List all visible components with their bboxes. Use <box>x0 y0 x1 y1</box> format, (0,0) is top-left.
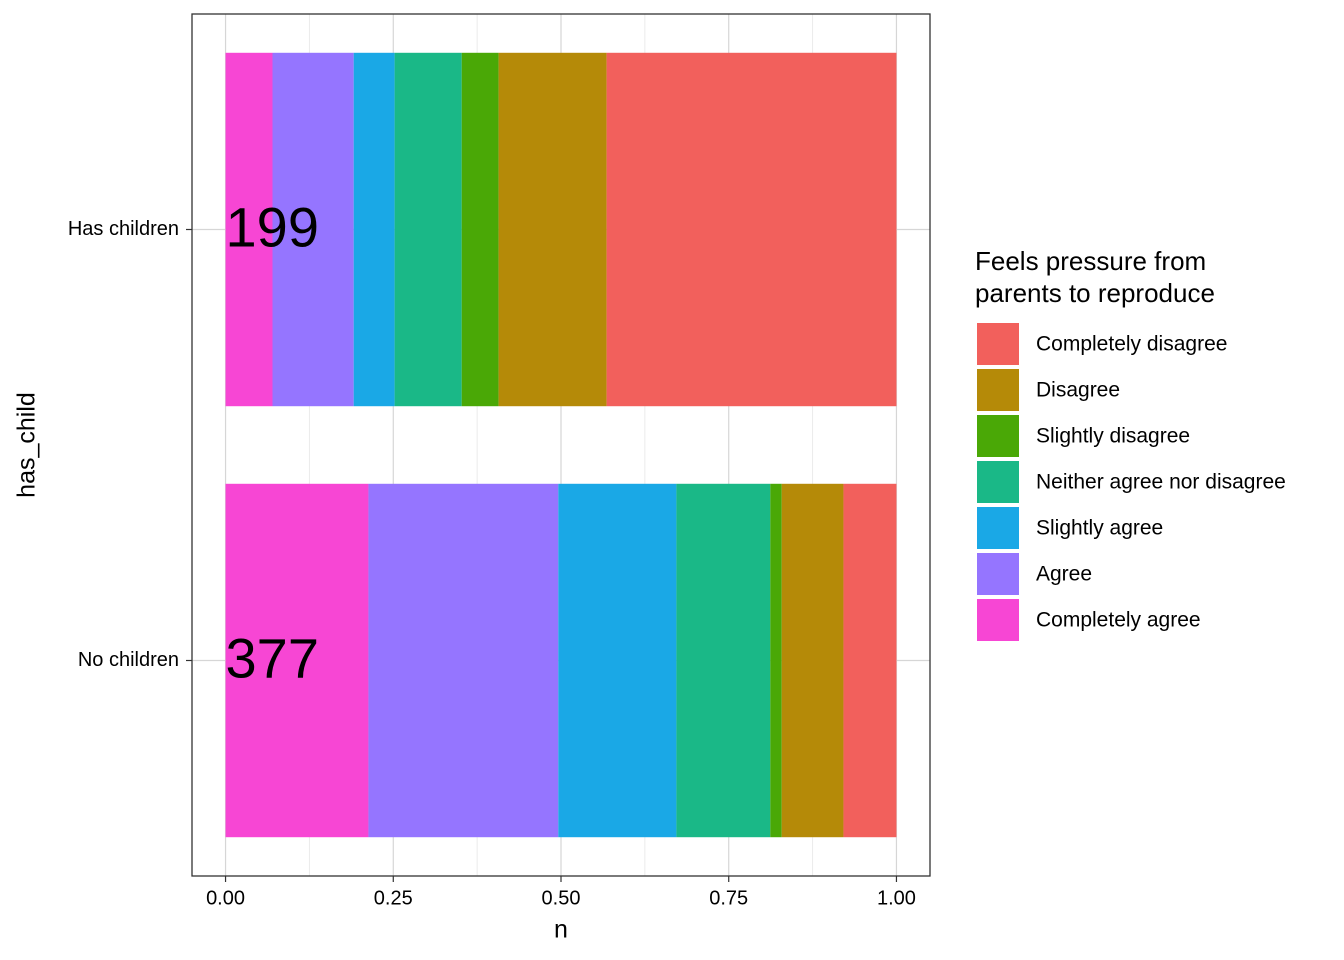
bar-segment <box>676 483 771 838</box>
y-tick-label: No children <box>78 649 179 671</box>
bar-segment <box>606 52 897 407</box>
x-tick-label: 0.00 <box>206 887 245 909</box>
bar-segment <box>558 483 677 838</box>
legend-label: Completely disagree <box>1036 333 1227 356</box>
legend-label: Slightly agree <box>1036 517 1163 540</box>
legend-key <box>977 507 1019 549</box>
bar-segment <box>353 52 395 407</box>
bar-label: 199 <box>226 195 319 258</box>
bar-segment <box>368 483 559 838</box>
legend-key <box>977 461 1019 503</box>
x-tick-label: 0.25 <box>374 887 413 909</box>
legend-label: Completely agree <box>1036 609 1201 632</box>
legend-key <box>977 415 1019 457</box>
legend-label: Disagree <box>1036 379 1120 402</box>
bar-segment <box>394 52 462 407</box>
legend-key <box>977 599 1019 641</box>
bar-segment <box>461 52 499 407</box>
bar-segment <box>843 483 897 838</box>
legend-title: Feels pressure from <box>975 246 1206 276</box>
y-tick-label: Has children <box>68 218 179 240</box>
x-tick-label: 1.00 <box>877 887 916 909</box>
legend-label: Slightly disagree <box>1036 425 1190 448</box>
y-axis-title: has_child <box>13 392 41 498</box>
legend-key <box>977 553 1019 595</box>
bar-segment <box>225 52 273 407</box>
panel-border <box>191 13 931 877</box>
bar-label: 377 <box>226 626 319 689</box>
x-axis-title: n <box>554 916 568 944</box>
legend-label: Agree <box>1036 563 1092 586</box>
x-tick-label: 0.75 <box>709 887 748 909</box>
bar-segment <box>225 483 369 838</box>
bar-segment <box>272 52 354 407</box>
legend-key <box>977 369 1019 411</box>
legend-key <box>977 323 1019 365</box>
bar-segment <box>770 483 782 838</box>
bar-segment <box>498 52 607 407</box>
legend-label: Neither agree nor disagree <box>1036 471 1286 494</box>
bar-segment <box>781 483 844 838</box>
legend-title: parents to reproduce <box>975 278 1215 308</box>
x-tick-label: 0.50 <box>542 887 581 909</box>
